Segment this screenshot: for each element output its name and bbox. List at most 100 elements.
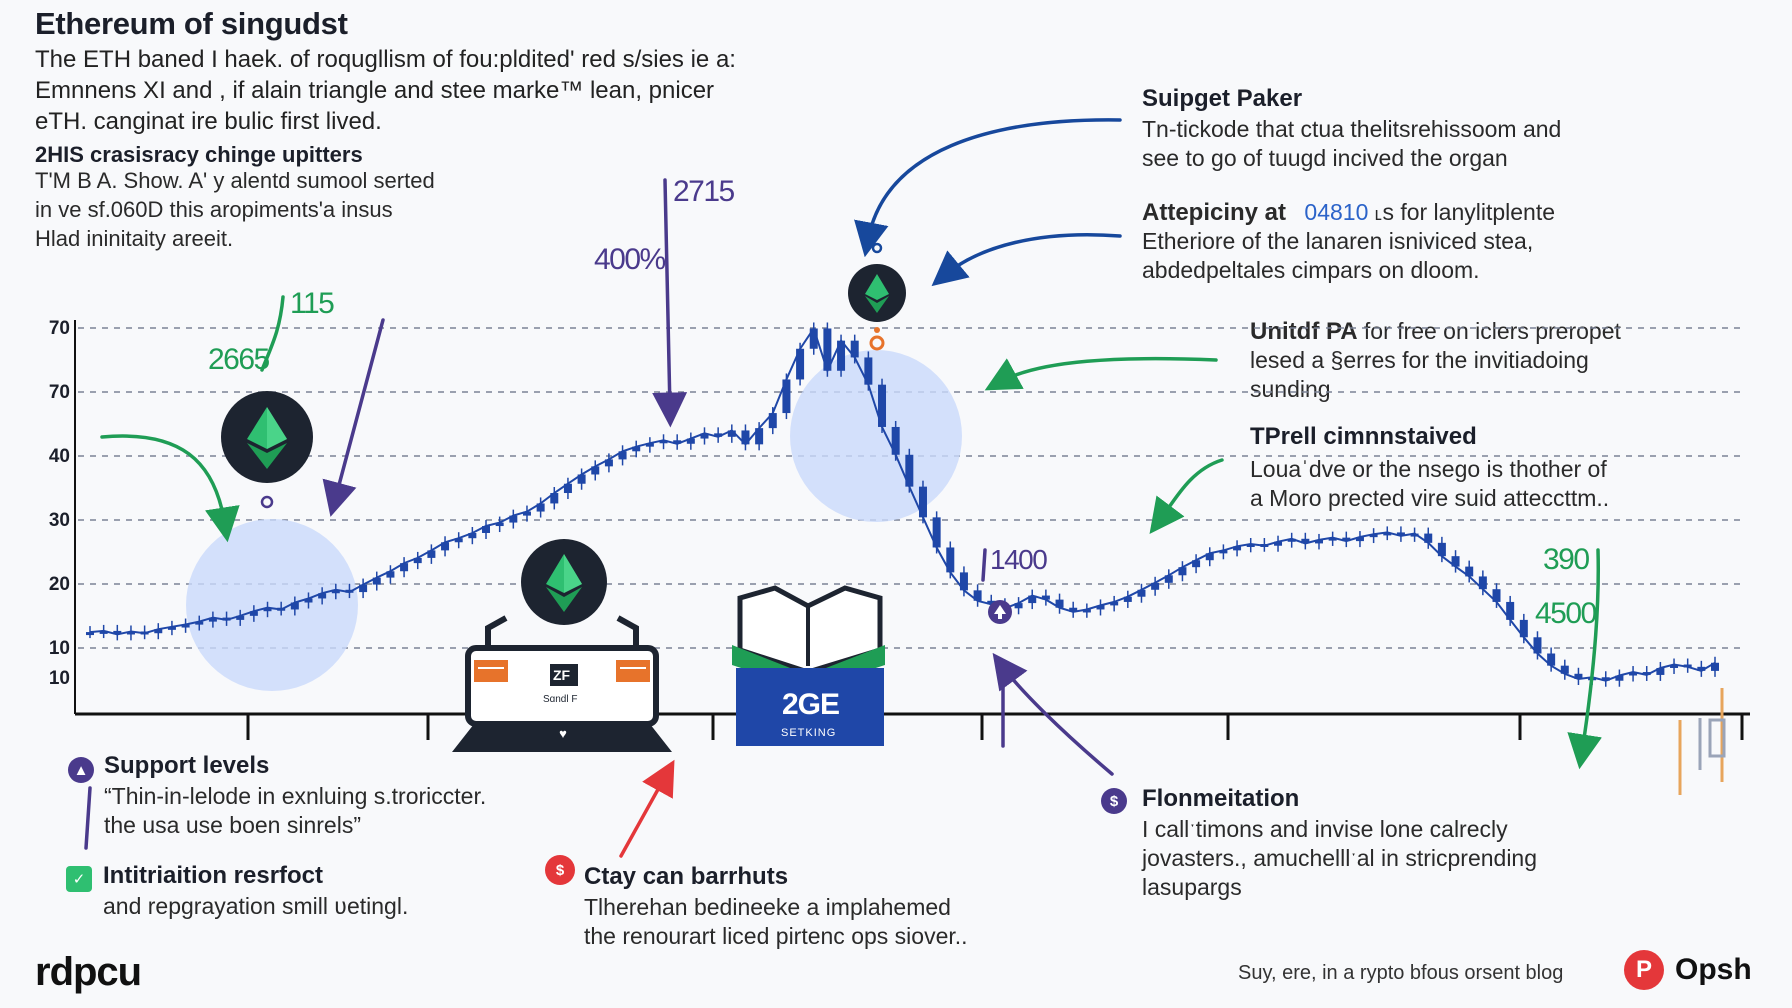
arrow-green-tprell: [1149, 458, 1224, 535]
candle-body: [99, 630, 108, 634]
candle-body: [932, 517, 941, 548]
note-line: Etheriore of the lanaren isniviced stea,: [1142, 228, 1534, 254]
candle-body: [536, 503, 545, 512]
note-flonmeitation: Flonmeitation I callˑtimons and invise l…: [1142, 785, 1702, 902]
note-suipget: Suipget Paker Tn-tickode that ctua theli…: [1142, 85, 1742, 173]
y-tick-label: 40: [48, 446, 70, 467]
brand-logo: rdpcu: [35, 950, 142, 994]
candle-body: [331, 589, 340, 594]
partner-name: Opsh: [1675, 953, 1752, 986]
candle-body: [413, 557, 422, 564]
candle-body: [1246, 544, 1255, 547]
candle-body: [427, 550, 436, 558]
y-tick-label: 10: [48, 638, 70, 659]
candle-body: [1164, 575, 1173, 583]
candle-body: [1342, 537, 1351, 542]
candle-body: [154, 629, 163, 634]
candle-body: [277, 607, 286, 611]
note-line: the renourart liced pirtenc ops siover..: [584, 923, 968, 949]
hardware-wallet-illustration: ♥: [452, 615, 672, 752]
page-title: Ethereum of singudst: [35, 6, 348, 41]
candle-body: [263, 607, 272, 612]
arrow-green-unitdf: [984, 356, 1218, 391]
candle-body: [632, 446, 641, 452]
halos: [186, 350, 962, 691]
note-title: Ctay can barrhuts: [584, 863, 789, 890]
note-title-line: Unitdf PA for free on iclers preropet: [1250, 317, 1770, 346]
arrow-purple-1400: [981, 548, 987, 582]
candle-body: [140, 631, 149, 635]
annotation-115: 115: [290, 287, 335, 320]
note-attepiciny: Attepiciny at 04810 ˪s for lanylitplente…: [1142, 198, 1762, 285]
candle-body: [208, 617, 217, 622]
note-title: Attepiciny at: [1142, 199, 1287, 226]
note-unitdf: Unitdf PA for free on iclers preropet le…: [1250, 317, 1770, 404]
candle-body: [1670, 664, 1679, 668]
candle-body: [1711, 662, 1719, 671]
arrow-green-4500: [1567, 548, 1602, 770]
y-tick-label: 70: [48, 382, 70, 403]
note-line: sunding: [1250, 376, 1331, 402]
candle-body: [727, 430, 736, 437]
candle-body: [1205, 553, 1214, 561]
candle-body: [1096, 605, 1105, 610]
candle-body: [973, 590, 982, 601]
y-tick-label: 20: [48, 574, 70, 595]
y-tick-label: 70: [48, 318, 70, 339]
halo-peak: [790, 350, 962, 522]
candle-body: [864, 357, 873, 385]
candle-body: [1274, 541, 1283, 546]
candle-body: [1574, 673, 1583, 679]
candle-body: [987, 600, 996, 605]
candle-body: [1110, 601, 1119, 606]
section-heading: 2HIS crasisracy chinge upitters: [35, 142, 363, 167]
candle-body: [1410, 533, 1419, 537]
candle-body: [1451, 556, 1460, 567]
device-heart-icon: ♥: [559, 726, 567, 741]
candle-body: [1151, 582, 1160, 590]
section-line: in ve sf.060D this aropiments'a insus: [35, 197, 393, 222]
y-tick-label: 10: [48, 668, 70, 689]
candle-body: [345, 589, 354, 593]
candle-body: [1506, 601, 1515, 620]
candle-body: [891, 426, 900, 455]
check-icon: ✓: [66, 866, 92, 892]
note-title: Flonmeitation: [1142, 785, 1300, 812]
note-rest: ˪s for lanylitplente: [1368, 199, 1556, 225]
section-line: T'M B A. Show. A' y alentd sumool serted: [35, 168, 435, 193]
candle-body: [1260, 544, 1269, 547]
candle-body: [823, 328, 832, 371]
note-line: a Moro prected vire suid atteccttm..: [1250, 485, 1610, 511]
candle-body: [1601, 677, 1610, 681]
dollar-purple-icon: $: [1101, 788, 1127, 814]
candle-body: [509, 515, 518, 523]
candle-body: [441, 542, 450, 551]
candle-body: [1069, 607, 1078, 612]
eth-coin-icon: [848, 264, 906, 322]
intro-line: eTH. canginat ire bulic first lived.: [35, 108, 382, 135]
candle-body: [1424, 533, 1433, 543]
candle-body: [522, 511, 531, 516]
section-line: Hlad ininitaity areeit.: [35, 226, 234, 251]
candle-body: [1519, 619, 1528, 638]
arrow-blue-top: [854, 118, 1122, 258]
candle-body: [1219, 550, 1228, 554]
note-line: lasupargs: [1142, 874, 1242, 900]
note-line: see to go of tuugd incived the organ: [1142, 145, 1508, 171]
candle-body: [604, 459, 613, 467]
note-line: Tlherehan bedineeke a implahemed: [584, 894, 951, 920]
note-title: Unitdf PA: [1250, 318, 1358, 345]
candle-body: [1328, 537, 1337, 541]
book-title: 2GE: [782, 688, 840, 721]
note-line: abdedpeltales cimpars on dloom.: [1142, 257, 1480, 283]
candle-body: [1355, 537, 1364, 542]
note-title: Intitriaition resrfoct: [103, 862, 324, 889]
note-rest: for free on iclers preropet: [1357, 318, 1621, 344]
candle-body: [386, 571, 395, 578]
up-marker-icon: [988, 600, 1012, 624]
device-sub-label: Sɑndl F: [543, 694, 578, 705]
candle-body: [959, 572, 968, 591]
candle-body: [1697, 666, 1706, 671]
note-line: and repgrayation smill ʋetingl.: [103, 893, 409, 919]
candle-body: [1369, 534, 1378, 538]
